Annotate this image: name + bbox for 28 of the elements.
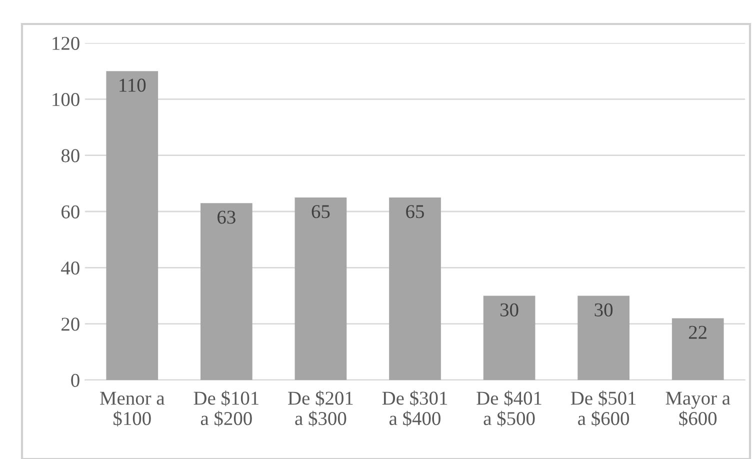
bar — [200, 203, 252, 380]
data-label: 30 — [500, 303, 518, 316]
data-label: 65 — [312, 205, 330, 218]
bar — [672, 318, 724, 380]
bar — [294, 197, 347, 380]
x-tick-label: Mayor a $600 — [666, 392, 730, 426]
x-tick-label: De $501 a $600 — [570, 390, 636, 426]
bar — [578, 296, 630, 380]
data-label: 22 — [688, 326, 707, 339]
y-tick-label: 60 — [62, 205, 80, 218]
data-label: 30 — [594, 303, 613, 316]
bar — [389, 197, 441, 380]
bar — [106, 71, 158, 380]
y-tick-label: 40 — [61, 261, 80, 275]
data-label: 63 — [218, 210, 236, 224]
x-tick-label: De $401 a $500 — [476, 390, 542, 426]
y-tick-label: 120 — [52, 36, 80, 50]
y-tick-label: 80 — [61, 149, 80, 162]
y-tick-label: 20 — [62, 318, 80, 331]
x-tick-label: De $301 a $400 — [382, 390, 448, 426]
data-label: 65 — [406, 205, 424, 218]
bar — [483, 296, 536, 380]
data-label: 110 — [120, 78, 146, 92]
x-tick-label: De $101 a $200 — [194, 390, 258, 426]
x-tick-label: De $201 a $300 — [288, 390, 353, 426]
y-tick-label: 100 — [52, 92, 80, 106]
y-tick-label: 0 — [71, 374, 80, 387]
x-tick-label: Menor a $100 — [100, 392, 165, 426]
